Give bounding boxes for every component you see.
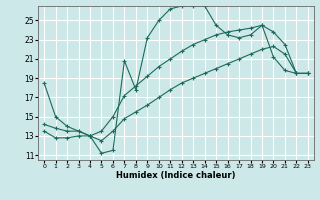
X-axis label: Humidex (Indice chaleur): Humidex (Indice chaleur) [116, 171, 236, 180]
